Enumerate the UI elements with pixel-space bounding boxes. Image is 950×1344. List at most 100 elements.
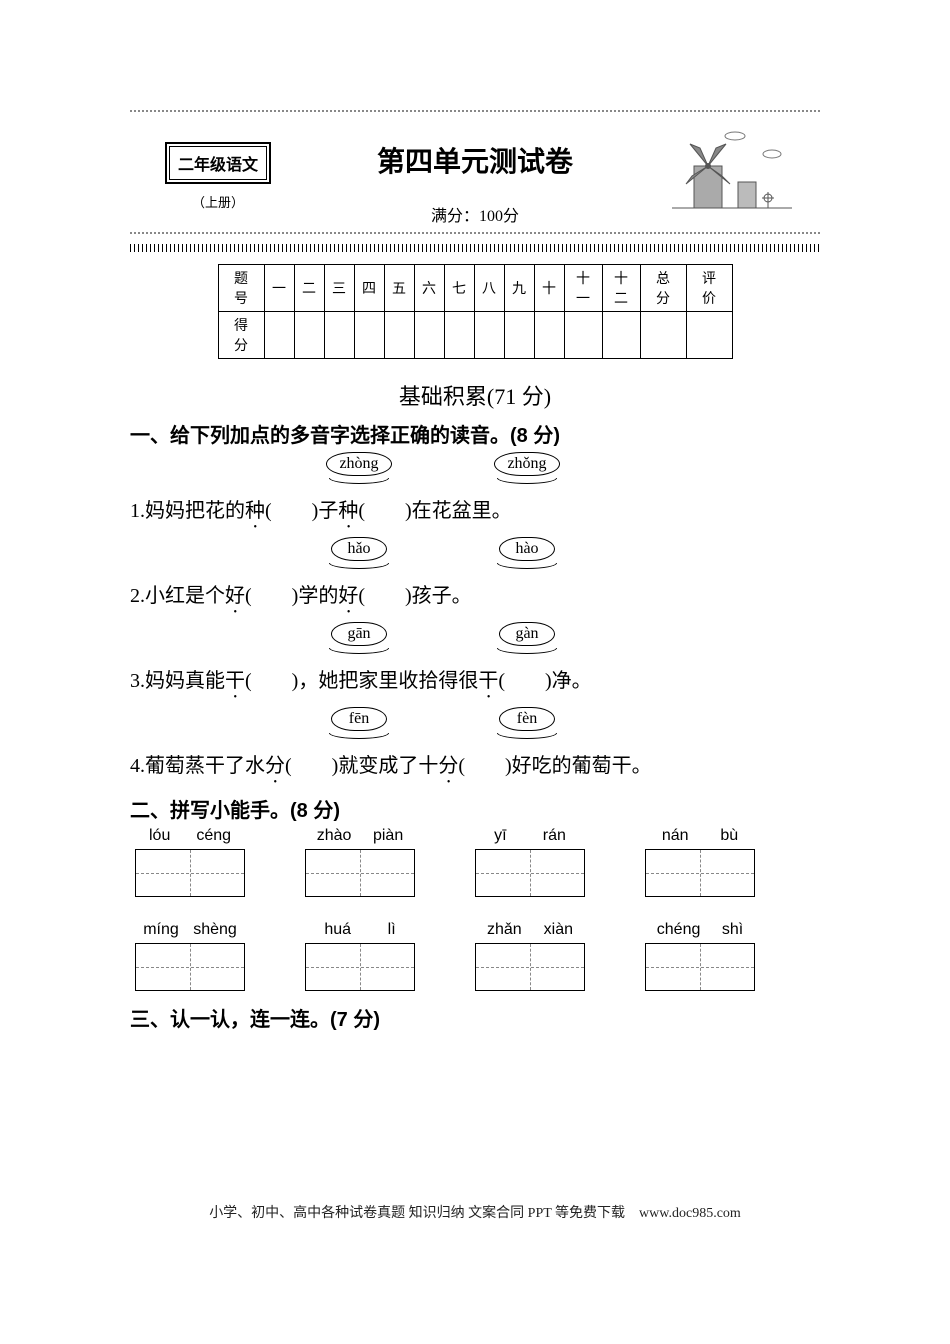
pinyin-box: zhǎnxiàn: [470, 921, 590, 991]
pinyin-option: hǎo: [320, 537, 398, 569]
pinyin-box: huálì: [300, 921, 420, 991]
lid: [329, 563, 389, 569]
col: 一: [264, 265, 294, 312]
header: 二年级语文 （上册） 第四单元测试卷 满分：100分: [130, 110, 820, 234]
pinyin-option: gān: [320, 622, 398, 654]
pinyin-box: míngshèng: [130, 921, 250, 991]
header-right: [662, 122, 802, 221]
lid: [329, 733, 389, 739]
pinyin-text: gàn: [499, 622, 555, 646]
pinyin-text: gān: [331, 622, 387, 646]
pinyin-text: fēn: [331, 707, 387, 731]
pinyin-option: zhǒng: [488, 452, 566, 484]
cell: [354, 312, 384, 359]
pinyin-label: chéngshì: [640, 921, 760, 939]
col: 七: [444, 265, 474, 312]
lid: [497, 648, 557, 654]
cell: [384, 312, 414, 359]
divider: [130, 244, 820, 252]
pinyin-option: fēn: [320, 707, 398, 739]
tian-grid: [645, 943, 755, 991]
q1-sentence: 4.葡萄蒸干了水分( )就变成了十分( )好吃的葡萄干。: [130, 747, 820, 788]
pinyin-label: yīrán: [470, 827, 590, 845]
lid: [329, 648, 389, 654]
col: 九: [504, 265, 534, 312]
q1-container: zhòng zhǒng 1.妈妈把花的种( )子种( )在花盆里。 hǎo hào 2.小…: [130, 452, 820, 788]
col: 评 价: [686, 265, 732, 312]
col: 十: [534, 265, 564, 312]
section-a: 基础积累(71 分): [130, 379, 820, 411]
cell: [602, 312, 640, 359]
pinyin-box: nánbù: [640, 827, 760, 897]
tian-grid: [305, 849, 415, 897]
col: 六: [414, 265, 444, 312]
cell: [324, 312, 354, 359]
pinyin-box: chéngshì: [640, 921, 760, 991]
cell: [294, 312, 324, 359]
cell: [414, 312, 444, 359]
table-row: 题 号 一 二 三 四 五 六 七 八 九 十 十一 十二 总 分 评 价: [218, 265, 732, 312]
pinyin-option: hào: [488, 537, 566, 569]
pinyin-option: fèn: [488, 707, 566, 739]
pinyin-label: nánbù: [640, 827, 760, 845]
pinyin-option: zhòng: [320, 452, 398, 484]
cell: [534, 312, 564, 359]
footer: 小学、初中、高中各种试卷真题 知识归纳 文案合同 PPT 等免费下载 www.d…: [130, 1202, 820, 1222]
cell: [474, 312, 504, 359]
pinyin-label: zhàopiàn: [300, 827, 420, 845]
lid: [497, 563, 557, 569]
cell: [504, 312, 534, 359]
q3-heading: 三、认一认，连一连。(7 分): [130, 1003, 820, 1032]
full-score: 满分：100分: [288, 202, 662, 226]
q1-options: zhòng zhǒng: [130, 452, 820, 484]
col: 十一: [564, 265, 602, 312]
lid: [329, 478, 389, 484]
q1-options: gān gàn: [130, 622, 820, 654]
pinyin-box: yīrán: [470, 827, 590, 897]
q1-sentence: 3.妈妈真能干( )，她把家里收拾得很干( )净。: [130, 662, 820, 703]
cell: [686, 312, 732, 359]
col: 十二: [602, 265, 640, 312]
tian-grid: [475, 943, 585, 991]
tian-grid: [135, 849, 245, 897]
windmill-icon: [672, 126, 792, 216]
book-label: （上册）: [148, 192, 288, 211]
cell: [444, 312, 474, 359]
lid: [497, 478, 557, 484]
pinyin-text: fèn: [499, 707, 555, 731]
title: 第四单元测试卷: [288, 140, 662, 180]
pinyin-label: zhǎnxiàn: [470, 921, 590, 939]
header-inner: 二年级语文 （上册） 第四单元测试卷 满分：100分: [130, 122, 820, 226]
score-table: 题 号 一 二 三 四 五 六 七 八 九 十 十一 十二 总 分 评 价 得 …: [218, 264, 733, 359]
pinyin-text: hào: [499, 537, 555, 561]
pinyin-label: lóucéng: [130, 827, 250, 845]
q2-container: lóucéng zhàopiàn yīrán nánbù míngshèng huálì z…: [130, 827, 820, 991]
col: 八: [474, 265, 504, 312]
pinyin-label: huálì: [300, 921, 420, 939]
lid: [497, 733, 557, 739]
q2-heading: 二、拼写小能手。(8 分): [130, 794, 820, 823]
q1-sentence: 1.妈妈把花的种( )子种( )在花盆里。: [130, 492, 820, 533]
grade-text: 二年级语文: [169, 146, 267, 180]
col: 五: [384, 265, 414, 312]
tian-grid: [475, 849, 585, 897]
row-label: 得 分: [218, 312, 264, 359]
grade-badge: 二年级语文: [165, 142, 271, 184]
pinyin-text: zhǒng: [494, 452, 559, 476]
q1-heading: 一、给下列加点的多音字选择正确的读音。(8 分): [130, 419, 820, 448]
header-left: 二年级语文 （上册）: [148, 122, 288, 211]
header-center: 第四单元测试卷 满分：100分: [288, 122, 662, 226]
col: 四: [354, 265, 384, 312]
col: 三: [324, 265, 354, 312]
cell: [264, 312, 294, 359]
pinyin-box: lóucéng: [130, 827, 250, 897]
tian-grid: [135, 943, 245, 991]
q1-options: hǎo hào: [130, 537, 820, 569]
cell: [564, 312, 602, 359]
row-label: 题 号: [218, 265, 264, 312]
pinyin-text: zhòng: [326, 452, 391, 476]
q1-sentence: 2.小红是个好( )学的好( )孩子。: [130, 577, 820, 618]
col: 二: [294, 265, 324, 312]
pinyin-label: míngshèng: [130, 921, 250, 939]
col: 总 分: [640, 265, 686, 312]
